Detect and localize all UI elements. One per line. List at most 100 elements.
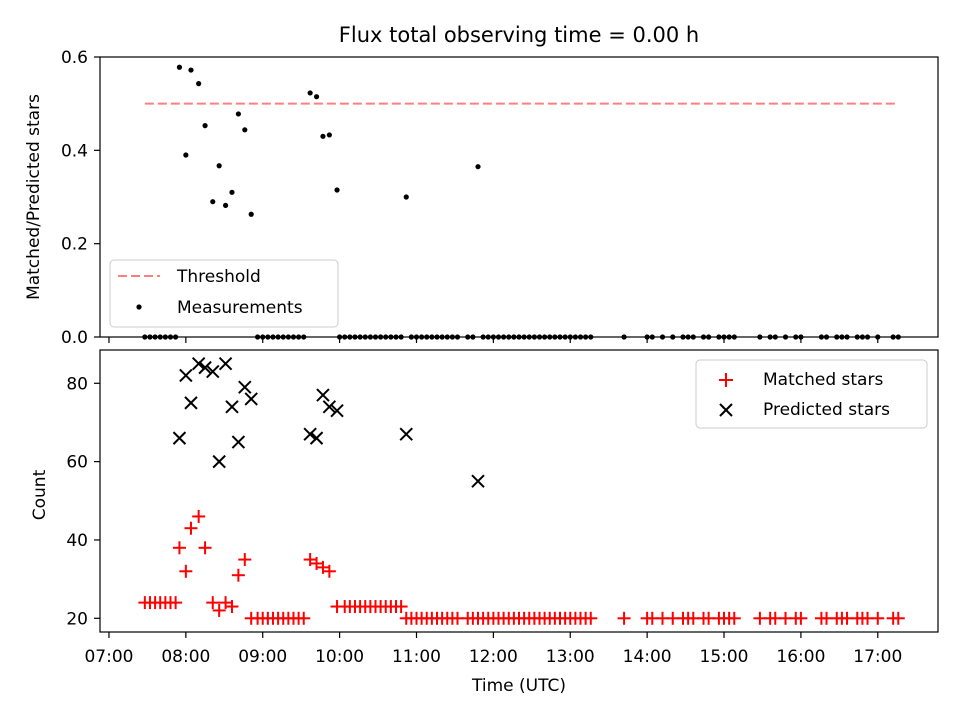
- legend-measurements-swatch: [136, 304, 142, 310]
- matched-star-point: [198, 541, 212, 555]
- x-tick-label: 08:00: [161, 647, 210, 667]
- predicted-mark-stroke: [225, 400, 239, 414]
- bottom-legend: Matched stars Predicted stars: [695, 359, 928, 429]
- matched-star-point: [231, 568, 245, 582]
- predicted-star-point: [218, 357, 233, 371]
- predicted-mark-stroke: [198, 360, 212, 375]
- y-tick-label: 40: [66, 531, 88, 551]
- predicted-mark-stroke: [231, 435, 246, 449]
- predicted-star-point: [322, 400, 337, 414]
- legend-matched-label: Matched stars: [763, 370, 883, 390]
- measurement-point: [242, 127, 248, 133]
- predicted-mark-stroke: [316, 388, 330, 402]
- matched-star-point: [192, 509, 206, 523]
- measurement-point: [210, 199, 216, 205]
- measurement-point: [216, 163, 222, 169]
- top-x-ticks: [108, 337, 879, 343]
- x-tick-label: 17:00: [853, 647, 902, 667]
- measurement-point: [313, 94, 320, 100]
- matched-star-point: [794, 611, 808, 625]
- predicted-mark-stroke: [191, 357, 206, 371]
- top-y-axis-label: Matched/Predicted stars: [24, 94, 44, 300]
- matched-star-point: [225, 600, 239, 614]
- predicted-mark-stroke: [179, 368, 193, 383]
- matched-star-point: [297, 611, 311, 625]
- y-tick-label: 0.0: [61, 328, 88, 348]
- top-marks: [142, 64, 901, 340]
- predicted-star-point: [225, 400, 239, 414]
- bottom-y-axis-label: Count: [30, 469, 50, 520]
- predicted-mark-stroke: [399, 427, 413, 441]
- predicted-star-point: [198, 360, 212, 375]
- measurement-point: [222, 202, 229, 208]
- measurement-point: [188, 67, 194, 73]
- predicted-star-point: [184, 396, 198, 410]
- matched-star-point: [891, 611, 905, 625]
- measurement-point: [202, 123, 208, 129]
- measurement-point: [307, 90, 313, 96]
- predicted-star-point: [238, 380, 252, 394]
- bottom-x-ticks: 07:00 08:00 09:00 10:00 11:00 12:00 13:00 14:00…: [84, 632, 902, 667]
- y-tick-label: 20: [66, 609, 88, 629]
- chart-title: Flux total observing time = 0.00 h: [339, 23, 699, 47]
- predicted-mark-stroke: [309, 431, 324, 445]
- matched-star-point: [394, 600, 408, 614]
- predicted-star-point: [316, 388, 330, 402]
- bottom-panel: 20 40 60 80 07:00 08:00 09:00 10:00 11:00 12:00 1…: [30, 349, 939, 696]
- y-tick-label: 0.2: [61, 235, 88, 255]
- top-panel: 0.0 0.2 0.4 0.6 Matched/Predicted stars Thr…: [24, 48, 939, 348]
- predicted-star-point: [172, 431, 187, 445]
- predicted-mark-stroke: [206, 364, 220, 379]
- predicted-mark-stroke: [238, 380, 252, 394]
- x-tick-label: 07:00: [84, 647, 133, 667]
- matched-star-point: [169, 596, 183, 610]
- predicted-star-point: [212, 454, 226, 469]
- measurement-point: [403, 194, 409, 200]
- matched-star-point: [184, 521, 198, 535]
- x-tick-label: 09:00: [238, 647, 287, 667]
- bottom-marks: [138, 357, 905, 625]
- bottom-axes-frame: [99, 349, 939, 633]
- predicted-star-point: [244, 392, 258, 406]
- predicted-star-point: [330, 404, 344, 418]
- predicted-star-point: [303, 427, 317, 441]
- y-tick-label: 80: [66, 374, 88, 394]
- predicted-mark-stroke: [303, 427, 317, 441]
- predicted-star-point: [191, 357, 206, 371]
- legend-measurements-label: Measurements: [177, 298, 303, 318]
- matched-star-point: [172, 541, 186, 555]
- x-tick-label: 15:00: [700, 647, 749, 667]
- x-tick-label: 16:00: [776, 647, 825, 667]
- predicted-mark-stroke: [471, 474, 485, 488]
- matched-star-point: [179, 564, 193, 578]
- predicted-mark-stroke: [244, 392, 258, 406]
- top-legend-box: [109, 259, 339, 328]
- measurement-point: [183, 152, 189, 158]
- measurement-point: [229, 189, 235, 195]
- x-axis-label: Time (UTC): [471, 676, 566, 696]
- predicted-mark-stroke: [218, 357, 233, 371]
- y-tick-label: 0.4: [61, 141, 88, 161]
- y-tick-label: 60: [66, 453, 88, 473]
- measurement-point: [326, 132, 332, 138]
- y-tick-label: 0.6: [61, 48, 88, 68]
- measurement-point: [176, 64, 183, 70]
- predicted-star-point: [309, 431, 324, 445]
- predicted-star-point: [231, 435, 246, 449]
- measurement-point: [196, 81, 202, 87]
- predicted-star-point: [206, 364, 220, 379]
- matched-star-point: [212, 603, 226, 617]
- x-tick-label: 12:00: [469, 647, 518, 667]
- legend-matched-swatch: [719, 373, 733, 387]
- matched-star-point: [871, 611, 885, 625]
- x-tick-label: 13:00: [546, 647, 595, 667]
- predicted-mark-stroke: [330, 404, 344, 418]
- predicted-star-point: [471, 474, 485, 488]
- matched-star-point: [322, 564, 336, 578]
- x-tick-label: 11:00: [392, 647, 441, 667]
- bottom-legend-box: [695, 359, 928, 429]
- x-tick-label: 10:00: [315, 647, 364, 667]
- predicted-mark-stroke: [184, 396, 198, 410]
- measurement-point: [235, 111, 241, 117]
